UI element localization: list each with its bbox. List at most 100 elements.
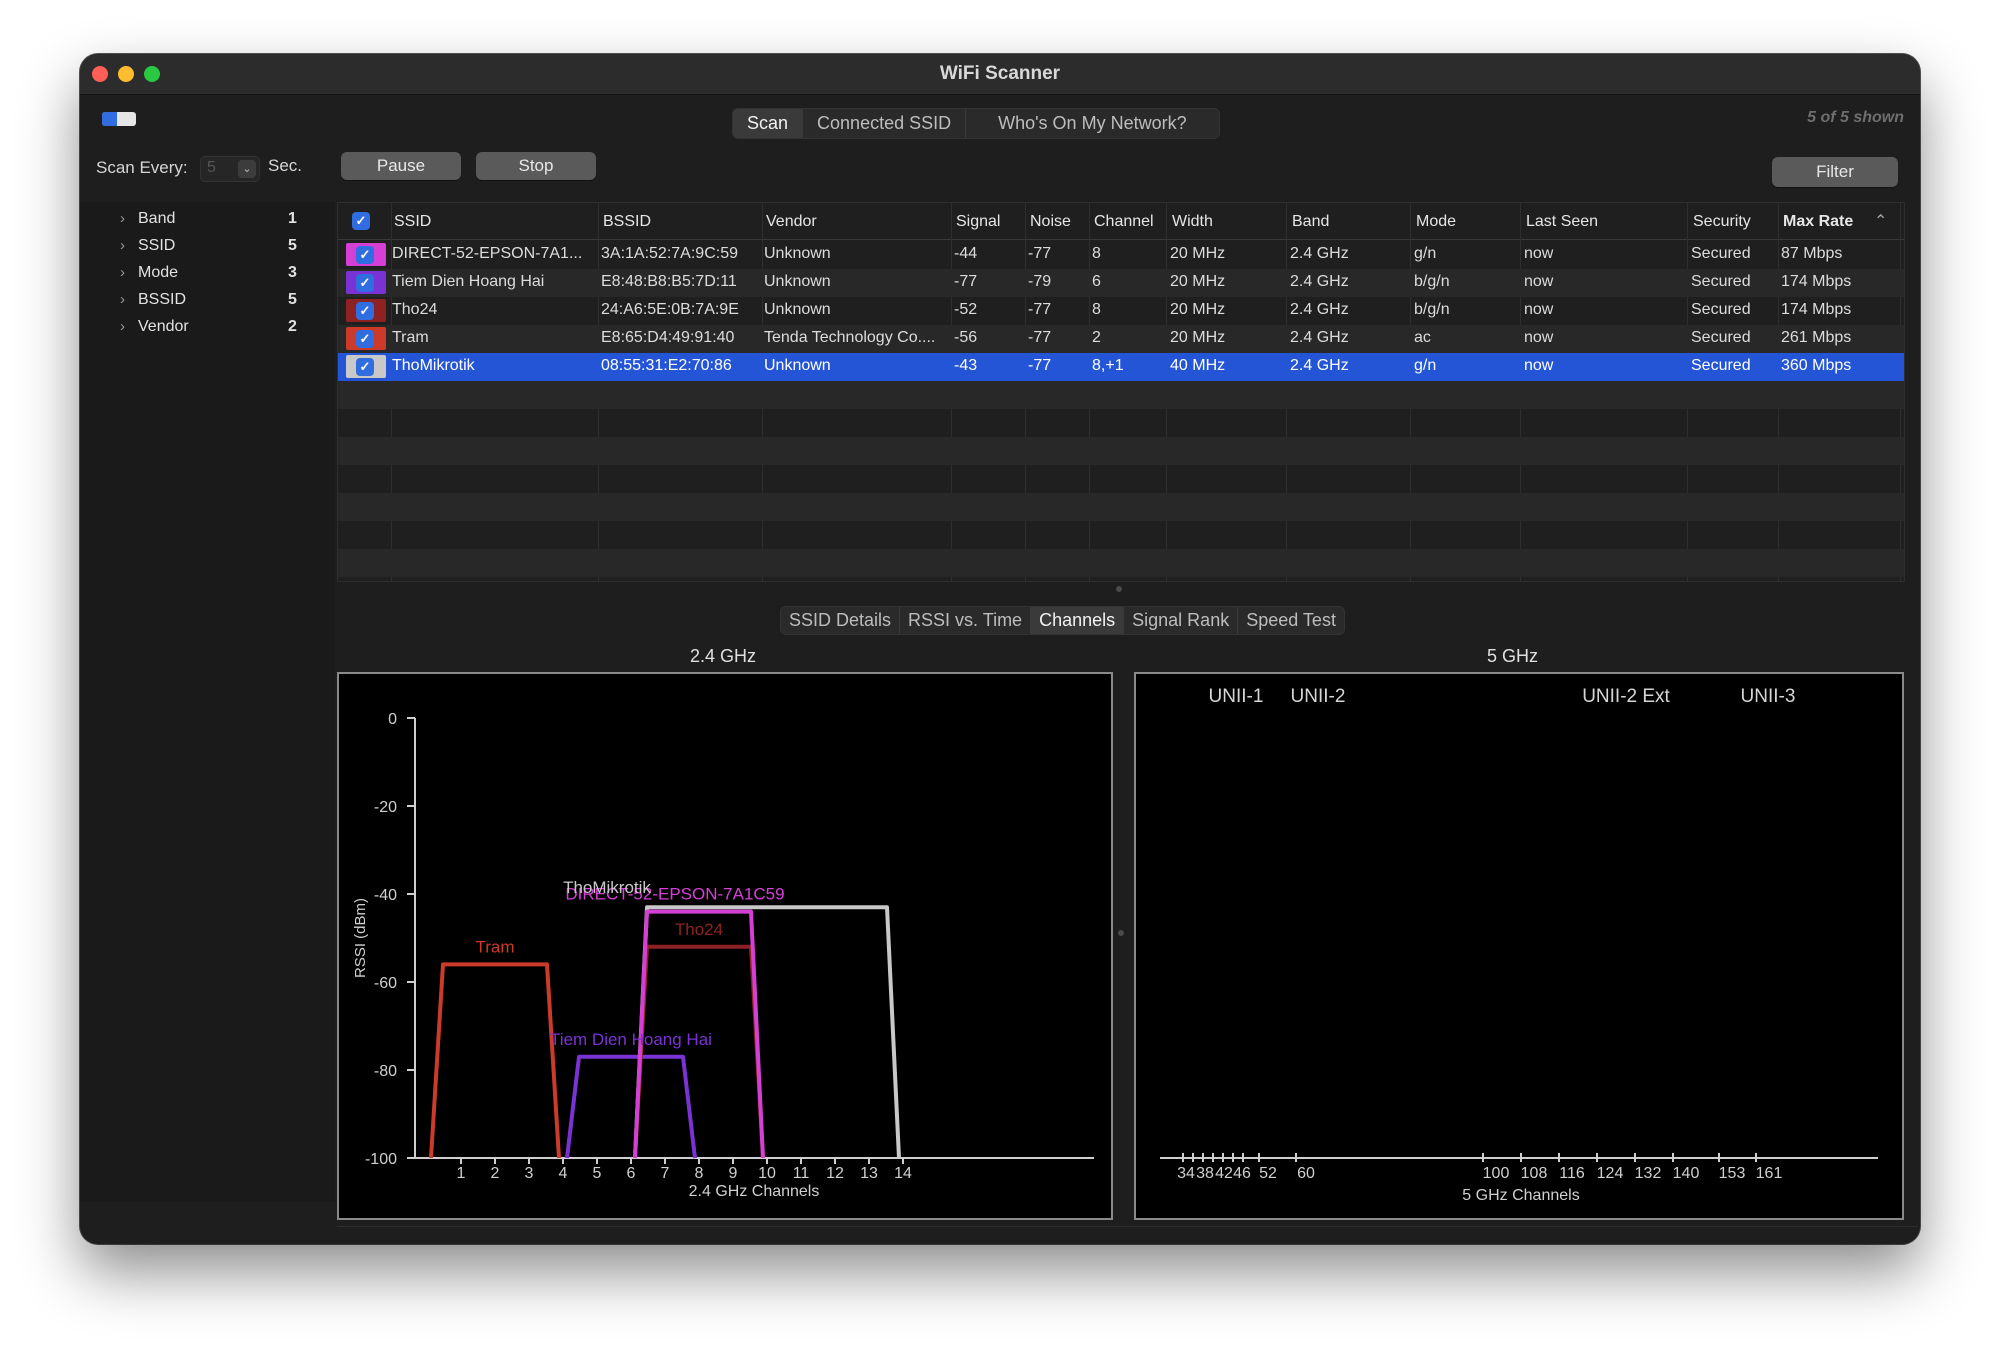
tab-connected-ssid[interactable]: Connected SSID: [802, 109, 965, 138]
facet-label: SSID: [138, 237, 176, 254]
cell-security: Secured: [1691, 245, 1751, 262]
column-header-channel[interactable]: Channel: [1094, 213, 1154, 230]
x-axis-label: 2.4 GHz Channels: [689, 1183, 820, 1200]
column-header-signal[interactable]: Signal: [956, 213, 1001, 230]
cell-security: Secured: [1691, 301, 1751, 318]
select-all-checkbox[interactable]: ✓: [352, 212, 370, 230]
facet-count: 2: [288, 318, 297, 335]
cell-max-rate: 360 Mbps: [1781, 357, 1852, 374]
row-checkbox[interactable]: ✓: [356, 302, 374, 320]
series-label: DIRECT-52-EPSON-7A1C59: [565, 885, 784, 904]
facet-count: 5: [288, 291, 297, 308]
column-header-width[interactable]: Width: [1172, 213, 1213, 230]
scan-interval-select[interactable]: 5 ⌄: [200, 156, 260, 182]
close-window-button[interactable]: [92, 66, 108, 82]
chevron-right-icon[interactable]: ›: [120, 291, 125, 308]
cell-band: 2.4 GHz: [1290, 329, 1349, 346]
divider: [337, 1226, 1917, 1227]
tab-channels[interactable]: Channels: [1030, 607, 1124, 634]
column-header-ssid[interactable]: SSID: [394, 213, 432, 230]
series-label: Tram: [475, 937, 514, 956]
column-header-last-seen[interactable]: Last Seen: [1526, 213, 1599, 230]
networks-table: ✓ SSID BSSID Vendor Signal Noise Channel Width…: [337, 202, 1905, 582]
x-tick-label: 5: [593, 1165, 602, 1182]
table-row[interactable]: ✓ Tiem Dien Hoang Hai E8:48:B8:B5:7D:11 Unk…: [338, 269, 1904, 297]
minimize-window-button[interactable]: [118, 66, 134, 82]
facet-label: BSSID: [138, 291, 187, 308]
pause-button[interactable]: Pause: [341, 152, 461, 180]
cell-signal: -77: [954, 273, 978, 290]
facet-ssid[interactable]: › SSID 5: [120, 237, 297, 261]
chart-title-5ghz: 5 GHz: [1487, 646, 1539, 666]
cell-last-seen: now: [1524, 329, 1554, 346]
chart-24ghz: 0 -20 -40 -60 -80 -100 1 2 3 4 5 6 7 8 9 10 11 12 13 14 2.4 …: [337, 672, 1113, 1220]
x-tick-label: 46: [1233, 1165, 1251, 1182]
chart-5ghz: UNII-1 UNII-2 UNII-2 Ext UNII-3 34 38 42 46 52 60…: [1134, 672, 1904, 1220]
table-row[interactable]: ✓ Tho24 24:A6:5E:0B:7A:9E Unknown -52 -77 8 20 …: [338, 297, 1904, 325]
series-curve-tram[interactable]: [429, 962, 561, 1159]
tab-scan[interactable]: Scan: [733, 109, 803, 138]
cell-last-seen: now: [1524, 357, 1554, 374]
table-row[interactable]: ✓ DIRECT-52-EPSON-7A1... 3A:1A:52:7A:9C:59…: [338, 241, 1904, 269]
cell-channel: 8: [1092, 245, 1101, 262]
cell-ssid: ThoMikrotik: [392, 357, 475, 374]
series-curve-tho24[interactable]: [633, 944, 765, 1159]
empty-row: [338, 465, 1904, 493]
row-checkbox[interactable]: ✓: [356, 274, 374, 292]
table-row[interactable]: ✓ Tram E8:65:D4:49:91:40 Tenda Technology C…: [338, 325, 1904, 353]
tab-whos-on-my-network[interactable]: Who's On My Network?: [965, 109, 1218, 138]
column-header-mode[interactable]: Mode: [1416, 213, 1457, 230]
cell-vendor: Unknown: [764, 301, 831, 318]
cell-signal: -52: [954, 301, 978, 318]
facet-bssid[interactable]: › BSSID 5: [120, 291, 297, 315]
table-row[interactable]: ✓ ThoMikrotik 08:55:31:E2:70:86 Unknown -43 -…: [338, 353, 1904, 381]
column-header-noise[interactable]: Noise: [1030, 213, 1071, 230]
tab-ssid-details[interactable]: SSID Details: [789, 610, 892, 630]
detail-tabs: SSID Details RSSI vs. Time Channels Sign…: [780, 606, 1345, 635]
cell-ssid: Tho24: [392, 301, 438, 318]
x-tick-label: 34: [1177, 1165, 1195, 1182]
tab-rssi-vs-time[interactable]: RSSI vs. Time: [899, 607, 1030, 634]
y-tick-label: 0: [388, 711, 397, 728]
series-curve-tiem-dien-hoang-hai[interactable]: [565, 1054, 697, 1159]
facet-label: Vendor: [138, 318, 189, 335]
cell-band: 2.4 GHz: [1290, 357, 1349, 374]
x-tick-label: 124: [1597, 1165, 1624, 1182]
x-tick-label: 108: [1521, 1165, 1548, 1182]
facet-mode[interactable]: › Mode 3: [120, 264, 297, 288]
tab-speed-test[interactable]: Speed Test: [1237, 607, 1344, 634]
x-tick-label: 7: [661, 1165, 670, 1182]
tab-signal-rank[interactable]: Signal Rank: [1123, 607, 1237, 634]
x-tick-label: 42: [1215, 1165, 1233, 1182]
column-header-bssid[interactable]: BSSID: [603, 213, 652, 230]
series-curve-direct-52-epson-7a1c59[interactable]: [633, 909, 765, 1159]
window-title: WiFi Scanner: [939, 63, 1061, 84]
chevron-right-icon[interactable]: ›: [120, 264, 125, 281]
cell-last-seen: now: [1524, 273, 1554, 290]
stop-button[interactable]: Stop: [476, 152, 596, 180]
x-tick-label: 10: [758, 1165, 776, 1182]
chevron-right-icon[interactable]: ›: [120, 318, 125, 335]
title-bar: WiFi Scanner: [80, 54, 1920, 95]
facet-band[interactable]: › Band 1: [120, 210, 297, 234]
column-header-band[interactable]: Band: [1292, 213, 1330, 230]
row-checkbox[interactable]: ✓: [356, 330, 374, 348]
row-checkbox[interactable]: ✓: [356, 358, 374, 376]
chevron-right-icon[interactable]: ›: [120, 210, 125, 227]
sort-ascending-icon[interactable]: ⌃: [1874, 213, 1888, 230]
chevron-down-icon[interactable]: ⌄: [238, 160, 256, 178]
zoom-window-button[interactable]: [144, 66, 160, 82]
x-tick-label: 116: [1559, 1165, 1585, 1182]
split-handle[interactable]: [1116, 586, 1122, 592]
cell-bssid: 08:55:31:E2:70:86: [601, 357, 732, 374]
row-checkbox[interactable]: ✓: [356, 246, 374, 264]
column-header-max-rate[interactable]: Max Rate: [1783, 213, 1854, 230]
cell-width: 20 MHz: [1170, 245, 1226, 262]
sidebar-toggle-icon[interactable]: [102, 112, 136, 126]
chart-split-handle[interactable]: [1118, 930, 1124, 936]
filter-button[interactable]: Filter: [1772, 157, 1898, 187]
column-header-vendor[interactable]: Vendor: [766, 213, 817, 230]
facet-vendor[interactable]: › Vendor 2: [120, 318, 297, 342]
column-header-security[interactable]: Security: [1693, 213, 1751, 230]
chevron-right-icon[interactable]: ›: [120, 237, 125, 254]
